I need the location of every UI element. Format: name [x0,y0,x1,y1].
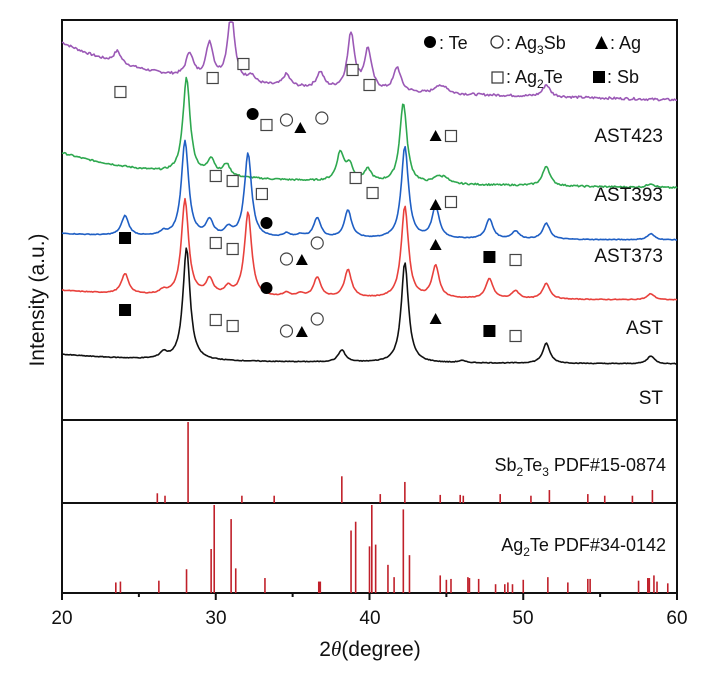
x-tick-30: 30 [205,608,226,629]
x-tick-60: 60 [666,608,687,629]
legend-ag3sb-label: : Ag3Sb [506,33,566,57]
ast-filled-square-icon-0 [119,304,132,316]
legend: : Te : Ag3Sb : Ag : Ag2Te : Sb [424,33,641,91]
ast373-filled-circle-icon-3 [260,217,273,229]
ast423-open-square-icon-0 [114,85,127,99]
ast373-open-circle-icon-6 [310,236,324,250]
ast-filled-triangle-icon-5 [295,326,308,337]
legend-filled-triangle-icon [595,36,608,49]
ast373-filled-triangle-icon-7 [429,239,442,250]
ast423-open-square-icon-9 [363,78,376,92]
trace-ast [61,197,678,301]
legend-sb-label: : Sb [607,67,639,87]
trace-ast373 [61,139,678,241]
ast373-filled-square-icon-8 [483,251,496,263]
reference-patterns [115,422,669,593]
trace-ast423 [61,21,677,102]
x-tick-50: 50 [512,608,533,629]
ast423-filled-triangle-icon-6 [294,122,307,133]
ast423-open-circle-icon-7 [315,111,329,125]
trace-st [61,247,678,365]
ast423-open-square-icon-1 [206,71,219,85]
ast393-open-square-icon-2 [255,187,268,201]
label-ast: AST [626,318,663,339]
ast-open-square-icon-2 [226,319,239,333]
legend-filled-square-icon [593,71,605,83]
y-axis-label: Intensity (a.u.) [26,233,49,366]
ast-open-circle-icon-4 [279,324,294,338]
ast373-filled-square-icon-0 [119,232,132,244]
ast393-filled-triangle-icon-5 [429,199,442,210]
legend-ag-label: : Ag [610,33,641,53]
label-ast393: AST393 [594,185,663,206]
ast423-open-circle-icon-5 [279,113,294,127]
ast-filled-circle-icon-3 [260,282,273,294]
ast-filled-triangle-icon-7 [429,313,442,324]
ast-open-square-icon-1 [209,313,222,327]
plot-border [61,19,678,594]
xrd-traces [61,21,678,365]
ast393-open-square-icon-1 [226,174,239,188]
ast373-open-square-icon-2 [226,242,239,256]
ast393-open-square-icon-0 [209,169,222,183]
axes [61,593,678,600]
ast373-open-square-icon-1 [209,236,222,250]
ast393-open-square-icon-6 [444,195,458,209]
ast423-open-square-icon-2 [237,57,250,71]
x-tick-40: 40 [359,608,380,629]
ast393-open-square-icon-4 [366,186,379,200]
phase-markers [114,57,522,343]
ast373-open-square-icon-9 [509,253,522,267]
legend-ag2te-label: : Ag2Te [506,67,563,91]
ast423-filled-circle-icon-3 [246,108,259,120]
ast423-open-square-icon-4 [260,118,273,132]
ref-label-ag2te: Ag2Te PDF#34-0142 [501,535,666,559]
legend-filled-circle-icon [424,36,436,48]
legend-open-circle-icon [490,35,504,49]
ast393-open-square-icon-3 [349,171,362,185]
x-axis-label: 2θ(degree) [319,637,420,661]
legend-open-square-icon [491,71,504,84]
plot-frame [61,19,678,594]
ast423-open-square-icon-11 [444,129,458,143]
legend-te-label: : Te [439,33,468,53]
ast373-open-circle-icon-4 [279,252,294,266]
label-ast423: AST423 [594,126,663,147]
ast373-filled-triangle-icon-5 [295,254,308,265]
label-ast373: AST373 [594,246,663,267]
ast-open-square-icon-9 [509,329,522,343]
ast423-filled-triangle-icon-10 [429,130,442,141]
trace-ast393 [61,76,678,189]
ast-filled-square-icon-8 [483,325,496,337]
ast-open-circle-icon-6 [310,312,324,326]
ref-label-sb2te3: Sb2Te3 PDF#15-0874 [495,455,667,479]
ast423-open-square-icon-8 [346,63,359,77]
x-tick-20: 20 [51,608,72,629]
label-st: ST [639,388,664,409]
